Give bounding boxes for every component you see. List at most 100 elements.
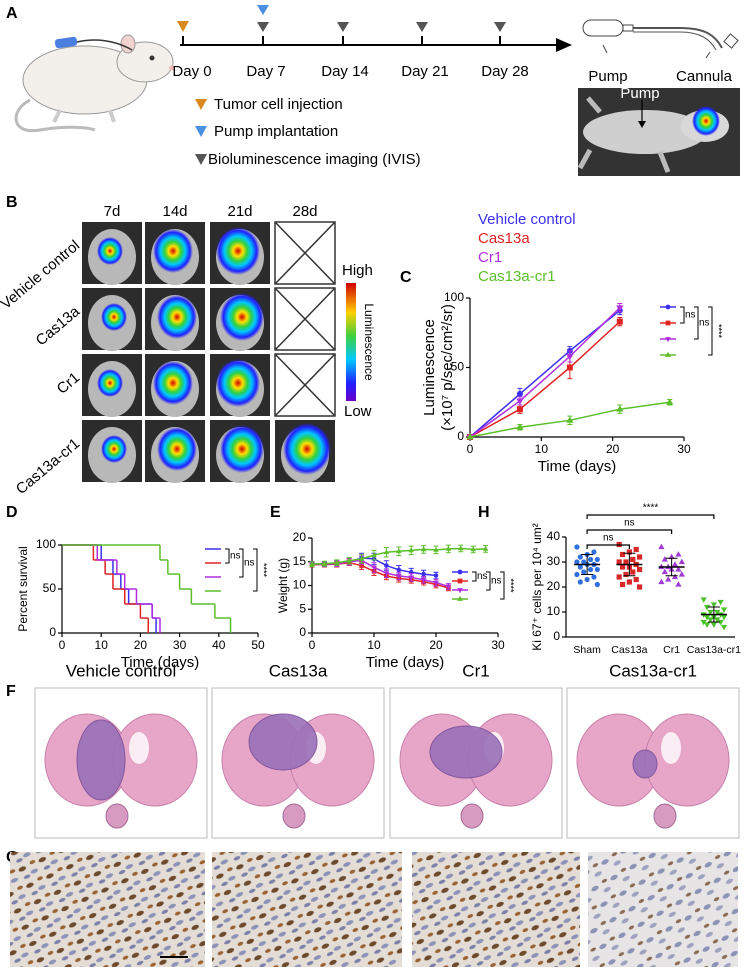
hypothalamus bbox=[460, 803, 484, 829]
data-point bbox=[714, 609, 721, 616]
data-point bbox=[675, 551, 682, 557]
empty-cross bbox=[274, 287, 336, 351]
legend-marker bbox=[665, 320, 671, 326]
data-point bbox=[700, 619, 707, 626]
bracket bbox=[486, 571, 491, 591]
colorbar-label: Luminescence bbox=[362, 303, 376, 381]
sd-bar bbox=[665, 557, 678, 577]
x-tick-label: 20 bbox=[606, 442, 620, 456]
panel-letter: F bbox=[6, 683, 16, 700]
section-title: Vehicle control bbox=[66, 661, 177, 680]
data-point bbox=[334, 559, 340, 565]
pump-label: Pump bbox=[588, 68, 627, 85]
data-point bbox=[566, 353, 574, 361]
sd-bar bbox=[581, 554, 594, 575]
data-point bbox=[623, 571, 629, 578]
column-label: 21d bbox=[227, 203, 252, 220]
series-line bbox=[469, 307, 621, 438]
data-point bbox=[383, 549, 390, 555]
data-point bbox=[665, 576, 672, 582]
x-tick-label: 10 bbox=[95, 638, 109, 652]
annotation: **** bbox=[643, 503, 659, 514]
x-axis-label: Time (days) bbox=[121, 654, 200, 671]
x-tick-label: 30 bbox=[491, 638, 505, 652]
data-point bbox=[720, 607, 728, 613]
column-label: 7d bbox=[104, 203, 121, 220]
data-point bbox=[396, 574, 402, 579]
bracket bbox=[225, 548, 230, 564]
x-tick-label: 0 bbox=[309, 638, 316, 652]
tumor bbox=[632, 749, 658, 779]
x-tick-label: Sham bbox=[573, 644, 601, 656]
colorbar-high: High bbox=[342, 262, 373, 279]
cannula-label: Cannula bbox=[676, 68, 733, 85]
y-axis-label: Weight (g) bbox=[276, 558, 290, 613]
annotation: ns bbox=[685, 310, 696, 321]
data-point bbox=[594, 581, 600, 588]
y-tick-label: 10 bbox=[293, 578, 307, 592]
x-tick-label: 40 bbox=[212, 638, 226, 652]
bracket bbox=[680, 306, 685, 324]
column-label: 14d bbox=[162, 203, 187, 220]
timeline-label: Day 7 bbox=[246, 63, 285, 80]
data-point bbox=[591, 549, 597, 555]
data-point bbox=[633, 546, 639, 553]
signal bbox=[220, 425, 264, 473]
signal bbox=[153, 361, 193, 405]
y-tick-label: 0 bbox=[49, 625, 56, 639]
legend-label: Tumor cell injection bbox=[214, 96, 343, 113]
row-label: Cas13a bbox=[33, 303, 84, 350]
data-point bbox=[675, 566, 682, 572]
data-point bbox=[717, 599, 724, 606]
y-axis-label: Ki 67⁺ cells per 10⁴ um² bbox=[530, 523, 544, 651]
data-point bbox=[466, 433, 474, 440]
signal bbox=[97, 237, 123, 265]
data-point bbox=[566, 364, 573, 371]
y-tick-label: 20 bbox=[293, 530, 307, 544]
legend-marker bbox=[457, 595, 463, 601]
data-point bbox=[678, 558, 685, 565]
data-point bbox=[516, 423, 524, 430]
data-point bbox=[516, 390, 523, 397]
data-point bbox=[445, 584, 452, 590]
rat-illustration bbox=[14, 34, 175, 133]
colorbar bbox=[346, 283, 356, 401]
data-point bbox=[619, 581, 626, 588]
data-point bbox=[383, 571, 390, 577]
sd-bar bbox=[623, 552, 636, 577]
legend-marker bbox=[457, 588, 463, 594]
data-point bbox=[577, 579, 583, 585]
data-point bbox=[661, 556, 668, 562]
data-point bbox=[433, 546, 439, 552]
data-point bbox=[577, 554, 583, 560]
panel-letter: A bbox=[6, 5, 18, 22]
data-point bbox=[619, 551, 626, 558]
legend-label: Cas13a bbox=[478, 230, 530, 247]
panel-letter: D bbox=[6, 504, 18, 521]
timeline bbox=[177, 5, 572, 52]
annotation: ns bbox=[491, 576, 502, 587]
ihc-image bbox=[212, 852, 402, 967]
data-point bbox=[661, 568, 668, 575]
data-point bbox=[703, 614, 711, 621]
data-point bbox=[421, 571, 426, 577]
series-line bbox=[469, 321, 621, 438]
signal bbox=[283, 423, 331, 475]
sd-bar bbox=[707, 606, 720, 623]
bracket bbox=[694, 306, 699, 340]
data-point bbox=[636, 584, 643, 590]
data-point bbox=[720, 624, 728, 631]
bracket bbox=[586, 544, 630, 549]
data-point bbox=[717, 619, 724, 626]
x-axis-label: Time (days) bbox=[538, 458, 617, 475]
data-point bbox=[420, 546, 427, 552]
x-tick-label: 0 bbox=[59, 638, 66, 652]
photo-pump-label: Pump bbox=[620, 85, 659, 102]
legend-marker bbox=[195, 126, 207, 137]
data-point bbox=[408, 575, 414, 581]
tumor bbox=[429, 725, 503, 779]
ihc-image bbox=[588, 852, 738, 967]
data-point bbox=[445, 545, 452, 551]
